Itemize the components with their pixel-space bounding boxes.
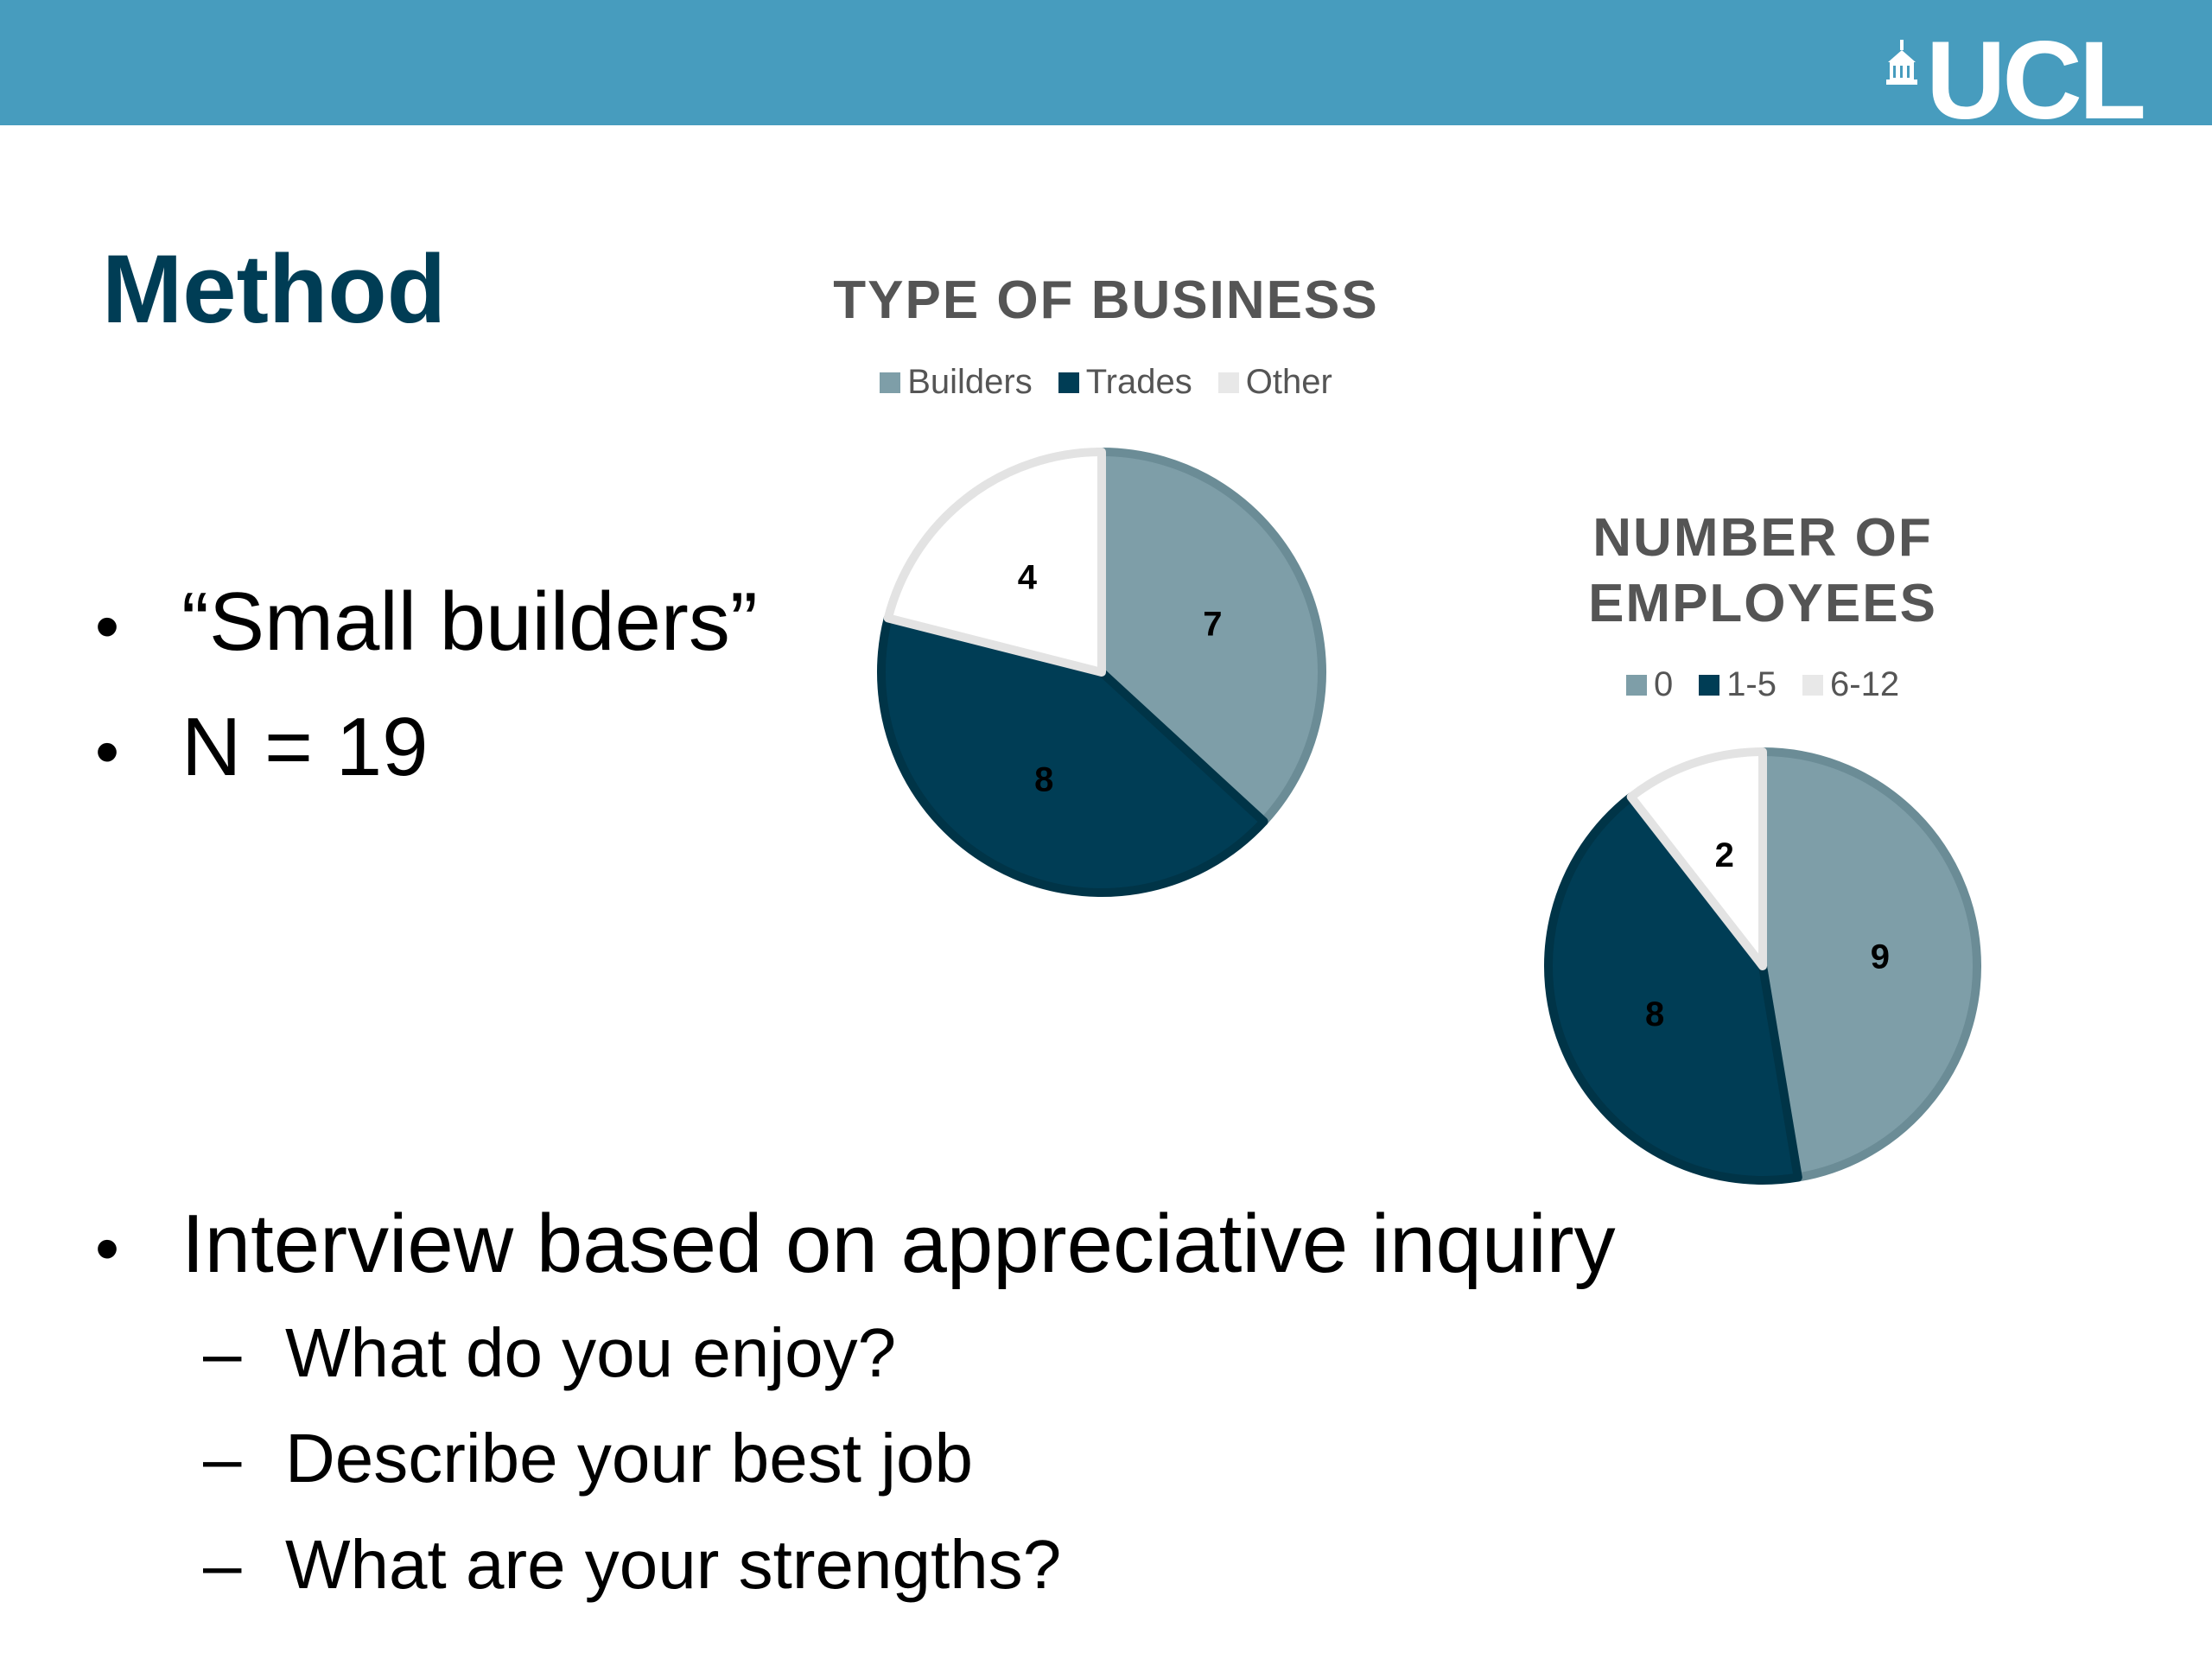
bullet-item: • “Small builders” — [95, 575, 758, 670]
sub-bullet-item: – What do you enjoy? — [203, 1313, 896, 1393]
legend-label: 0 — [1653, 665, 1674, 703]
type-of-business-chart: TYPE OF BUSINESS Builders Trades Other 7 8 4 — [795, 259, 1417, 916]
sub-bullet-text: What do you enjoy? — [285, 1314, 897, 1391]
legend-label: 6-12 — [1830, 665, 1900, 703]
portico-icon — [1885, 40, 1917, 85]
legend-item-1-5: 1-5 — [1699, 665, 1777, 704]
sub-bullet-item: – Describe your best job — [203, 1419, 973, 1498]
sub-bullet-mark: – — [203, 1420, 242, 1497]
legend-item-builders: Builders — [880, 363, 1033, 402]
legend-label: 1-5 — [1726, 665, 1777, 703]
legend-swatch — [1699, 674, 1720, 696]
chart-legend: 0 1-5 6-12 — [1521, 665, 2005, 704]
pie-chart: 7 8 4 — [877, 448, 1326, 897]
legend-swatch — [1217, 372, 1239, 393]
pie-slice-1-5 — [1544, 792, 1802, 1185]
legend-swatch — [1802, 674, 1823, 696]
pie-data-label: 7 — [1203, 606, 1222, 644]
legend-label: Builders — [907, 363, 1033, 401]
pie-data-label: 8 — [1034, 760, 1053, 798]
legend-item-trades: Trades — [1058, 363, 1192, 402]
bullet-text: N = 19 — [181, 701, 429, 793]
pie-slice-other — [883, 448, 1106, 677]
pie-slice-0 — [1758, 747, 1981, 1182]
legend-swatch — [1058, 372, 1079, 393]
legend-swatch — [1625, 674, 1647, 696]
pie-slice-trades — [877, 613, 1268, 897]
sub-bullet-text: Describe your best job — [285, 1420, 973, 1497]
bullet-mark: • — [95, 713, 120, 790]
legend-swatch — [880, 372, 901, 393]
legend-item-0: 0 — [1625, 665, 1674, 704]
number-of-employees-chart: NUMBER OF EMPLOYEES 0 1-5 6-12 9 8 2 — [1521, 501, 2005, 1192]
logo-text: UCL — [1925, 19, 2146, 143]
pie-data-label: 8 — [1645, 995, 1664, 1033]
sub-bullet-mark: – — [203, 1526, 242, 1603]
chart-title: NUMBER OF EMPLOYEES — [1588, 508, 1937, 633]
bullet-text: Interview based on appreciative inquiry — [181, 1198, 1616, 1290]
bullet-mark: • — [95, 1210, 120, 1287]
slide-title: Method — [102, 235, 447, 343]
pie-data-label: 9 — [1871, 938, 1890, 976]
bullet-item: • Interview based on appreciative inquir… — [95, 1197, 1616, 1292]
bullet-text: “Small builders” — [181, 575, 758, 668]
sub-bullet-item: – What are your strengths? — [203, 1525, 1061, 1605]
bullet-mark: • — [95, 588, 120, 664]
pie-slice-6-12 — [1626, 747, 1767, 970]
chart-legend: Builders Trades Other — [795, 363, 1417, 402]
legend-item-6-12: 6-12 — [1802, 665, 1899, 704]
pie-data-label: 4 — [1018, 558, 1038, 596]
pie-slice-builders — [1097, 448, 1326, 826]
bullet-item: • N = 19 — [95, 700, 429, 795]
legend-label: Other — [1245, 363, 1332, 401]
sub-bullet-mark: – — [203, 1314, 242, 1391]
header-bar: UCL — [0, 0, 2212, 143]
ucl-logo: UCL — [1885, 19, 2146, 143]
legend-label: Trades — [1085, 363, 1192, 401]
sub-bullet-text: What are your strengths? — [285, 1526, 1062, 1603]
legend-item-other: Other — [1217, 363, 1332, 402]
chart-title: TYPE OF BUSINESS — [833, 270, 1379, 330]
pie-chart: 9 8 2 — [1544, 747, 1981, 1185]
pie-data-label: 2 — [1715, 836, 1734, 874]
